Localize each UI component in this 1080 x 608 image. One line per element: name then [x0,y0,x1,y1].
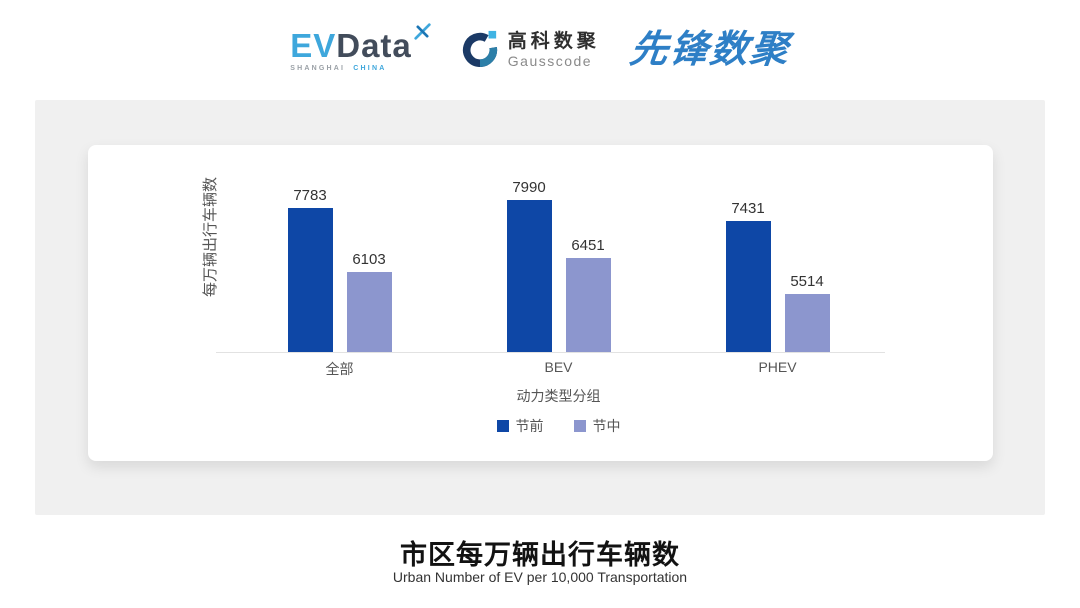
x-star-icon [414,22,431,44]
bar-value-label: 7431 [731,200,765,217]
legend-swatch [496,420,509,432]
legend-label: 节中 [592,418,621,434]
bar [346,272,392,352]
bar-value-label: 5514 [790,273,824,290]
bar-value-label: 6451 [571,237,605,254]
bar-column: 7783 [287,187,333,352]
bar [784,294,830,352]
page-title: 市区每万辆出行车辆数 [400,540,680,570]
category-label: 全部 [325,361,354,377]
chart-card: 每万辆出行车辆数 7783 6103 7990 6451 7431 5514 全部 BEV P… [88,145,993,461]
y-axis-label: 每万辆出行车辆数 [202,177,219,298]
bar-group: 7783 6103 [230,187,449,352]
legend-item: 节前 [496,416,544,436]
bar [565,258,611,352]
bar-value-label: 7783 [293,187,327,204]
evdata-wordmark: EV Data [290,22,431,64]
evdata-wordmark-ev: EV [290,26,337,64]
bar [506,200,552,352]
evdata-subtext: SHANGHAI CHINA [290,65,431,72]
category-label: BEV [544,359,573,375]
x-axis-line [216,352,885,353]
legend: 节前 节中 [230,416,887,436]
bar-value-label: 6103 [352,251,386,268]
plot-area: 7783 6103 7990 6451 7431 5514 [230,179,887,352]
evdata-wordmark-data: Data [336,26,412,64]
evdata-sub-shanghai: SHANGHAI [290,64,346,72]
bar-column: 7990 [506,179,552,352]
bar-value-label: 7990 [512,179,546,196]
category-row: 全部 BEV PHEV [230,359,887,379]
logo-evdata: EV Data SHANGHAI CHINA [290,22,431,72]
bar [287,208,333,352]
chart-panel: 每万辆出行车辆数 7783 6103 7990 6451 7431 5514 全部 BEV P… [35,100,1045,515]
bar-column: 6451 [565,237,611,352]
page-subtitle: Urban Number of EV per 10,000 Transporta… [392,569,688,585]
gausscode-cn: 高科数聚 [507,31,600,53]
bar-group: 7431 5514 [668,200,887,352]
legend-item: 节中 [573,416,621,436]
legend-swatch [573,420,586,432]
bar-group: 7990 6451 [449,179,668,352]
gausscode-g-icon [461,29,499,72]
x-axis-label: 动力类型分组 [516,388,601,404]
gausscode-en: Gausscode [507,52,593,69]
evdata-sub-china: CHINA [353,64,387,72]
category-label: PHEV [758,359,797,375]
bar [725,221,771,352]
logo-pioneer: 先锋数聚 [627,29,793,71]
logo-gausscode: 高科数聚 Gausscode [461,29,600,72]
bar-column: 6103 [346,251,392,352]
gausscode-text: 高科数聚 Gausscode [508,31,600,69]
legend-label: 节前 [515,418,544,434]
logo-bar: EV Data SHANGHAI CHINA 高科数聚 Gausscode [0,12,1080,88]
bar-column: 7431 [725,200,771,352]
bar-column: 5514 [784,273,830,352]
